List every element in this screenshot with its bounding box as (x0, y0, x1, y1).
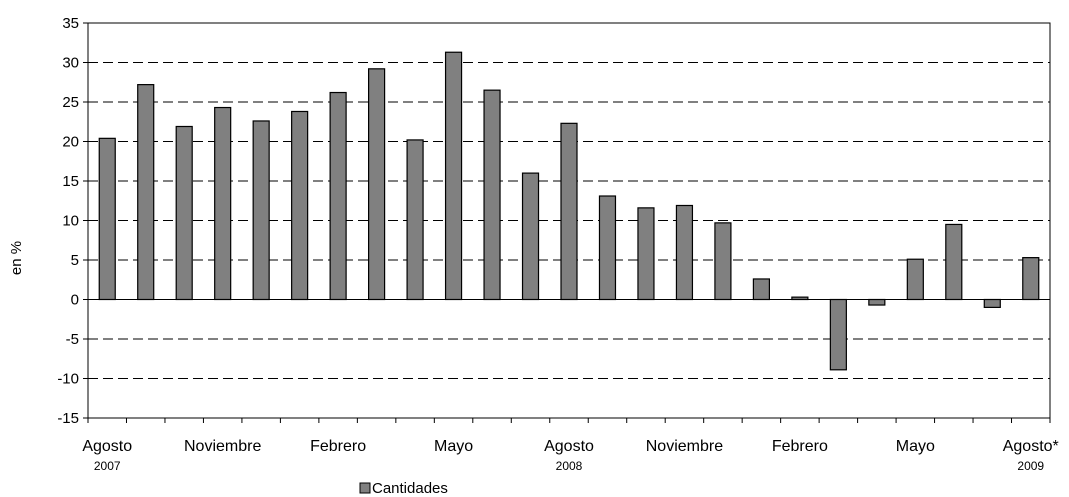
x-tick-label: Febrero (772, 438, 828, 455)
legend-label: Cantidades (372, 480, 448, 497)
y-axis-ticks: 35 30 25 20 15 10 5 0 -5 -10 -15 (57, 15, 88, 427)
y-tick-label: -5 (66, 331, 79, 348)
y-tick-label: -15 (57, 410, 79, 427)
x-year-label: 2009 (1017, 459, 1044, 473)
bar (252, 120, 270, 301)
bar (175, 125, 193, 301)
bar (675, 204, 694, 301)
y-axis-label: en % (8, 241, 25, 275)
x-year-label: 2008 (556, 459, 583, 473)
bar-series (98, 51, 1040, 371)
bar (483, 89, 501, 301)
bar (637, 207, 655, 301)
bar (983, 298, 1001, 309)
x-tick-label: Noviembre (646, 438, 723, 455)
y-tick-label: 20 (62, 134, 79, 151)
x-tick-label: Agosto* (1003, 438, 1059, 455)
y-tick-label: -10 (57, 371, 79, 388)
bar (560, 122, 578, 301)
x-tick-label: Agosto (82, 438, 132, 455)
x-tick-label: Noviembre (184, 438, 261, 455)
y-tick-label: 15 (62, 173, 79, 190)
bar (1022, 257, 1040, 301)
x-tick-label: Mayo (896, 438, 935, 455)
bar (752, 278, 771, 301)
legend-swatch (359, 482, 371, 494)
x-axis-labels: Agosto 2007 Noviembre Febrero Mayo Agosto 2008… (82, 438, 1058, 473)
bar (291, 110, 309, 301)
plot-frame (87, 22, 1051, 419)
bar (829, 298, 847, 371)
x-tick-label: Agosto (544, 438, 594, 455)
x-tick-label: Febrero (310, 438, 366, 455)
bar (406, 139, 424, 301)
bar (137, 84, 155, 301)
legend: Cantidades (359, 480, 448, 497)
bar (906, 258, 924, 301)
bar (329, 91, 347, 301)
bar (714, 222, 732, 301)
x-year-label: 2007 (94, 459, 121, 473)
bar (945, 223, 963, 301)
axes (87, 22, 1051, 423)
bar (214, 106, 232, 301)
y-tick-label: 35 (62, 15, 79, 32)
y-tick-label: 25 (62, 94, 79, 111)
bar (98, 137, 116, 301)
bar (868, 298, 886, 306)
bar (521, 172, 540, 301)
y-tick-label: 10 (62, 213, 79, 230)
bar (368, 68, 386, 301)
bar (598, 195, 617, 301)
y-tick-label: 5 (71, 252, 79, 269)
y-tick-label: 30 (62, 55, 79, 72)
x-tick-label: Mayo (434, 438, 473, 455)
bar (444, 51, 463, 301)
y-tick-label: 0 (71, 292, 79, 309)
